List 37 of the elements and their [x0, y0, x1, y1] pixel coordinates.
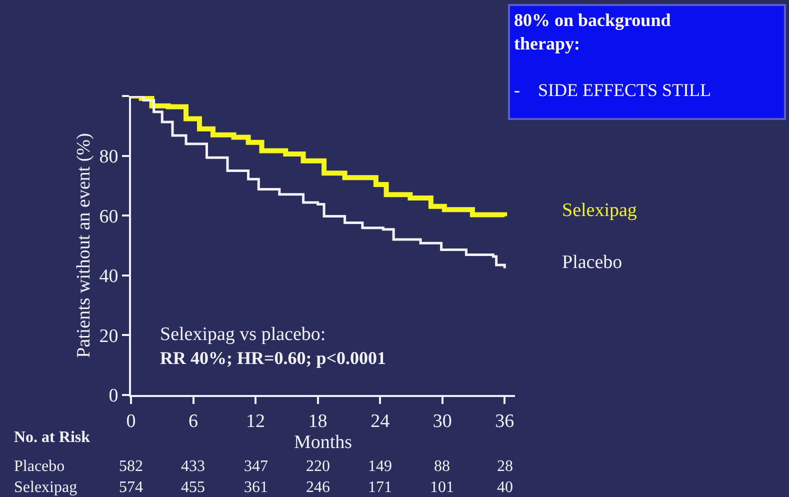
text: 246 [306, 479, 330, 496]
text: 28 [497, 458, 513, 475]
text: 40 [497, 479, 513, 496]
annotation: RR 40%; HR=0.60; p<0.0001 [160, 348, 386, 368]
text: 574 [119, 479, 143, 496]
text: 347 [244, 458, 268, 475]
text: Selexipag [562, 200, 638, 221]
text: 433 [181, 458, 205, 475]
x-axis-title: Months [294, 432, 352, 453]
text: 582 [119, 458, 143, 475]
text: No. at Risk [14, 429, 90, 446]
x-tick-label: 36 [495, 410, 514, 432]
text: 80% on background therapy: [514, 10, 671, 54]
y-tick-label: 40 [99, 266, 118, 288]
x-tick-label: 0 [126, 410, 136, 432]
annotation: - SIDE EFFECTS STILL [514, 80, 712, 100]
y-tick-label: 80 [99, 146, 118, 168]
x-tick-label: 12 [246, 410, 266, 432]
y-axis-title: Patients without an event (%) [74, 133, 95, 358]
annotation: Selexipag vs placebo: [160, 324, 326, 345]
y-tick-label: 0 [108, 386, 118, 407]
text: Selexipag [14, 479, 78, 496]
text: 171 [368, 479, 392, 496]
text: 149 [368, 458, 392, 475]
text: 101 [430, 479, 454, 496]
x-tick-label: 30 [432, 410, 452, 432]
text: 455 [181, 479, 205, 496]
text: 220 [306, 458, 330, 475]
y-tick-label: 20 [99, 326, 118, 347]
text: 361 [244, 479, 268, 496]
x-tick-label: 18 [308, 410, 328, 432]
text: Placebo [14, 458, 65, 475]
text: 88 [434, 458, 450, 475]
y-tick-label: 60 [99, 206, 118, 228]
x-tick-label: 24 [370, 410, 390, 432]
text: Placebo [562, 252, 622, 273]
x-tick-label: 6 [188, 410, 198, 432]
